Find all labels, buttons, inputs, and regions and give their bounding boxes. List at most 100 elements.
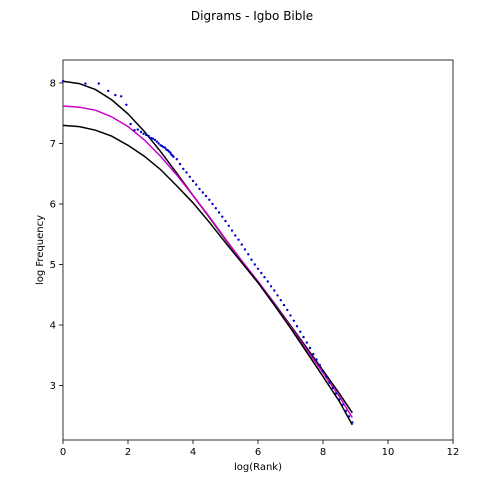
y-axis: 3 4 5 6 7 8 (50, 78, 63, 392)
data-point (263, 276, 266, 279)
data-point (305, 341, 308, 344)
x-tick-label: 12 (447, 447, 460, 458)
data-point (341, 403, 344, 407)
data-point (289, 314, 292, 317)
data-point (142, 132, 145, 135)
data-point (61, 80, 65, 83)
data-point (325, 375, 328, 378)
data-point (221, 215, 224, 218)
data-point (312, 352, 315, 356)
data-point (321, 369, 325, 373)
data-point (188, 175, 191, 178)
y-tick-label: 4 (50, 321, 56, 332)
data-point (276, 294, 279, 297)
data-point (295, 325, 299, 328)
data-point (147, 135, 150, 138)
data-point (185, 171, 188, 174)
data-point (211, 202, 214, 206)
data-point (129, 122, 132, 126)
data-point (247, 253, 250, 256)
data-point (282, 303, 286, 307)
data-point (208, 198, 211, 201)
data-point (182, 167, 185, 171)
data-point (299, 330, 302, 333)
data-point (139, 130, 143, 134)
plot-frame (62, 59, 454, 441)
data-point (163, 146, 167, 149)
data-point (250, 258, 253, 261)
y-tick-label: 5 (50, 260, 56, 271)
data-point (338, 398, 341, 401)
data-points (61, 80, 354, 424)
data-point (217, 211, 221, 214)
y-tick-label: 3 (50, 381, 56, 392)
data-point (204, 194, 208, 198)
data-point (169, 151, 172, 154)
y-axis-label: log Frequency (35, 215, 46, 285)
data-point (331, 386, 334, 390)
plot-area (61, 59, 454, 441)
data-point (234, 234, 237, 237)
data-point (292, 319, 295, 322)
chart-title: Digrams - Igbo Bible (191, 9, 313, 23)
data-point (237, 238, 240, 241)
y-tick-label: 6 (50, 200, 56, 211)
data-point (224, 219, 227, 223)
data-point (214, 207, 217, 210)
data-point (351, 421, 354, 424)
data-point (97, 82, 101, 85)
fit-center-curve (62, 105, 353, 418)
data-point (172, 155, 175, 158)
y-tick-label: 8 (50, 78, 56, 89)
data-point (243, 248, 247, 251)
fit-curves (62, 80, 353, 426)
x-tick-label: 2 (125, 447, 131, 458)
data-point (266, 280, 269, 283)
data-point (107, 89, 110, 93)
data-point (153, 138, 157, 142)
data-point (198, 187, 201, 191)
data-point (201, 191, 204, 194)
x-axis: 0 2 4 6 8 10 12 (60, 440, 460, 458)
y-tick-label: 7 (50, 139, 56, 150)
data-point (328, 381, 331, 384)
x-tick-label: 6 (255, 447, 261, 458)
x-tick-label: 4 (190, 447, 196, 458)
data-point (256, 267, 260, 270)
data-point (318, 363, 321, 367)
data-point (120, 95, 123, 98)
x-tick-label: 0 (60, 447, 66, 458)
data-point (149, 136, 153, 140)
x-tick-label: 10 (382, 447, 395, 458)
x-tick-label: 8 (320, 447, 326, 458)
data-point (240, 243, 243, 246)
fit-upper-curve (62, 80, 353, 414)
data-point (84, 82, 87, 85)
data-point (227, 224, 230, 227)
data-point (136, 128, 139, 131)
data-point (260, 271, 263, 275)
data-point (302, 335, 305, 339)
data-point (195, 183, 198, 186)
data-point (230, 229, 234, 232)
data-point (253, 263, 256, 266)
data-point (133, 129, 136, 132)
data-point (347, 415, 351, 418)
data-point (344, 409, 347, 413)
data-point (125, 103, 128, 107)
data-point (157, 142, 160, 145)
data-point (334, 392, 338, 395)
fit-lower-curve (62, 124, 353, 426)
x-axis-label: log(Rank) (234, 462, 282, 473)
data-point (191, 179, 195, 183)
data-point (315, 358, 318, 361)
data-point (279, 299, 282, 302)
data-point (178, 162, 182, 166)
data-point (151, 137, 155, 140)
data-point (269, 285, 273, 288)
data-point (273, 289, 276, 292)
data-point (155, 140, 159, 143)
data-point (175, 158, 178, 161)
